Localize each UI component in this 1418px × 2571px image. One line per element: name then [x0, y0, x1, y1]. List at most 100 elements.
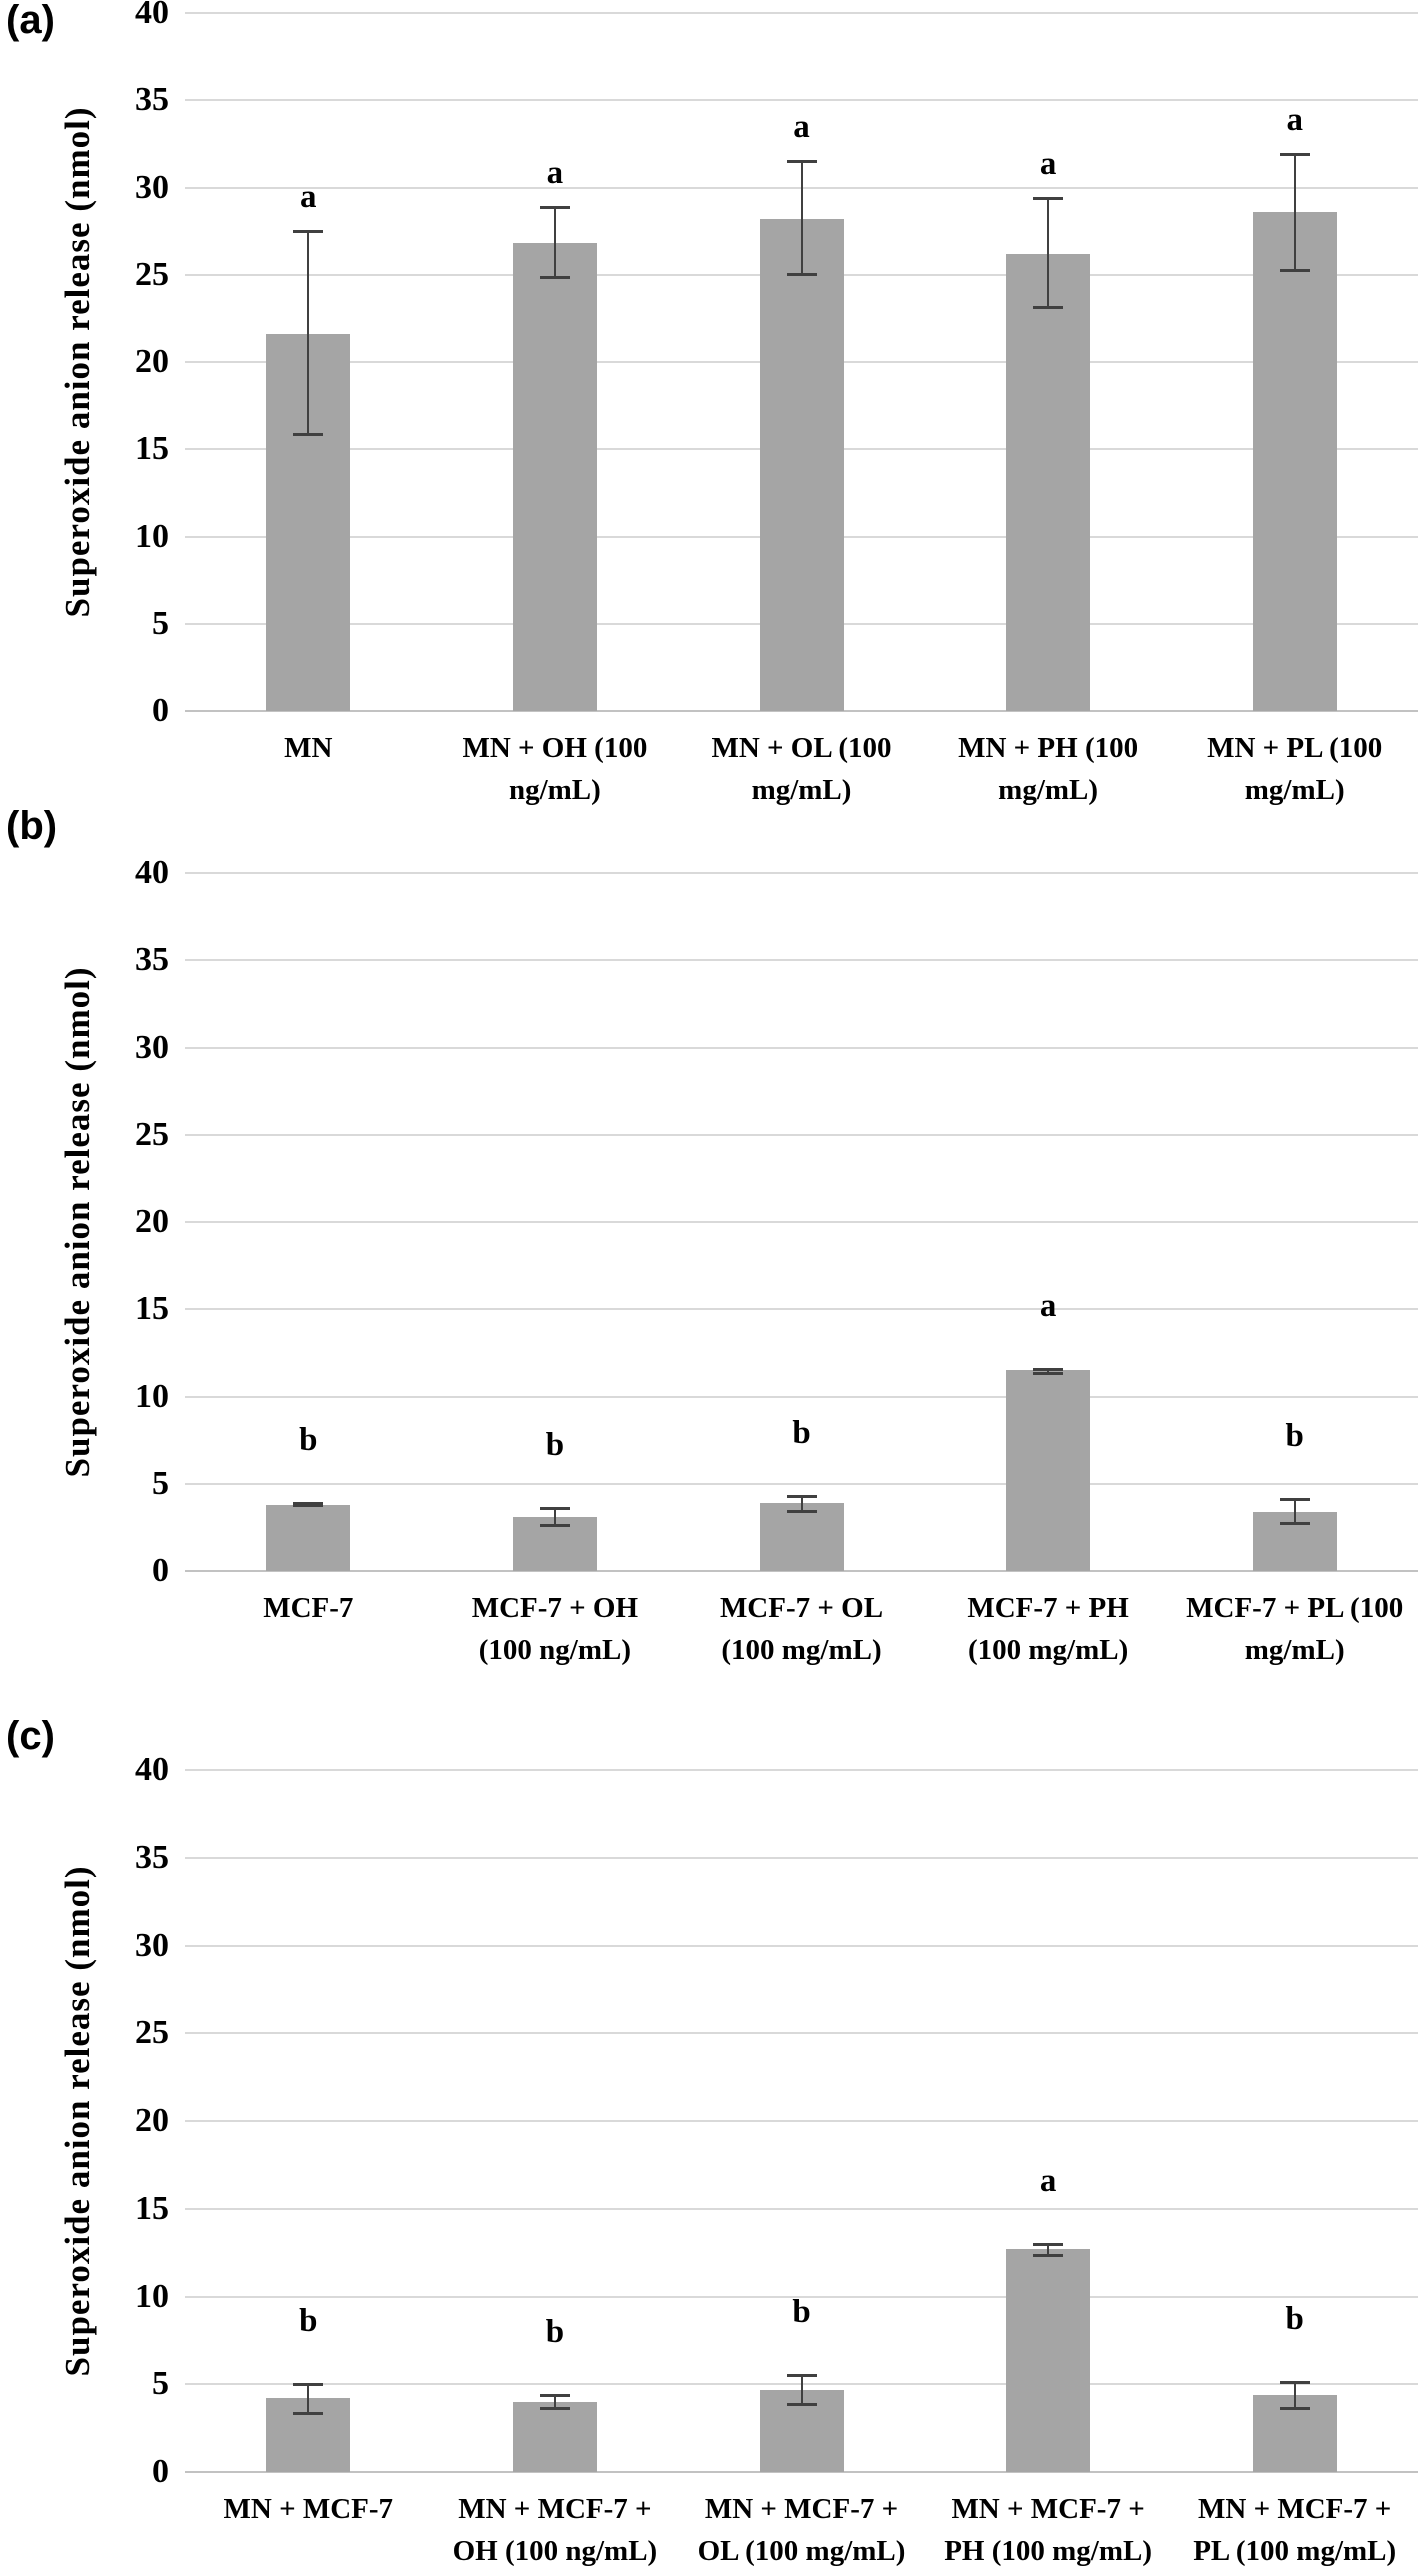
- error-bar-cap-bottom: [1279, 1521, 1310, 1525]
- y-tick-label: 20: [135, 343, 169, 380]
- y-tick-label: 35: [135, 941, 169, 979]
- error-bar-cap-top: [786, 2374, 817, 2378]
- y-tick-label: 15: [135, 1290, 169, 1328]
- panel-label-c: (c): [6, 1714, 55, 1758]
- gridline: [185, 872, 1418, 874]
- error-bar: [800, 161, 803, 275]
- y-tick-label: 0: [152, 2453, 169, 2490]
- y-tick-label: 5: [152, 1464, 169, 1502]
- x-axis-label: MN + OL (100 mg/mL): [711, 732, 892, 807]
- y-tick-label: 10: [135, 1377, 169, 1415]
- error-bar: [553, 1508, 556, 1526]
- error-bar-cap-bottom: [539, 276, 570, 280]
- error-bar-cap-bottom: [539, 2406, 570, 2410]
- bar: [1006, 1370, 1091, 1571]
- gridline: [185, 1395, 1418, 1398]
- gridline: [185, 959, 1418, 962]
- error-bar-cap-top: [539, 2393, 570, 2397]
- y-tick-label: 35: [135, 1838, 169, 1876]
- significance-letter: a: [546, 154, 564, 191]
- plot-area: 0 5 10 15 20 25 30 35 40 a MN a MN + OH (100 ng/mL) a…: [135, 0, 1418, 806]
- bar: [512, 2401, 597, 2472]
- x-axis-line: [185, 1570, 1418, 1572]
- error-bar-cap-bottom: [1279, 269, 1310, 273]
- x-axis-label: MN + MCF-7 + PH (100 mg/mL): [944, 2493, 1152, 2568]
- error-bar: [553, 206, 556, 279]
- error-bar-cap-top: [539, 205, 570, 209]
- error-bar-cap-top: [293, 230, 324, 234]
- bar: [759, 1502, 844, 1571]
- gridline: [185, 99, 1418, 102]
- gridline: [185, 1944, 1418, 1947]
- x-axis-label: MN + OH (100 ng/mL): [462, 732, 648, 807]
- gridline: [185, 2295, 1418, 2298]
- significance-letter: a: [300, 179, 317, 216]
- gridline: [185, 12, 1418, 14]
- error-bar-cap-bottom: [1033, 1371, 1064, 1375]
- plot-area: 0 5 10 15 20 25 30 35 40 b MN + MCF-7 b MN + MCF-7 +…: [135, 1753, 1418, 2567]
- x-axis-label: MN: [284, 732, 333, 764]
- y-tick-label: 40: [135, 0, 169, 31]
- panel-label-a: (a): [6, 0, 55, 42]
- plot-area: 0 5 10 15 20 25 30 35 40 b MCF-7 b MCF-7 + OH (100 n…: [135, 856, 1418, 1666]
- significance-letter: b: [299, 2303, 318, 2340]
- significance-letter: b: [299, 1421, 318, 1458]
- x-axis-line: [185, 2471, 1418, 2473]
- gridline: [185, 1133, 1418, 1136]
- error-bar-cap-top: [1033, 2242, 1064, 2246]
- panel-label-b: (b): [6, 804, 58, 848]
- gridline: [185, 1046, 1418, 1049]
- error-bar: [800, 2375, 803, 2406]
- y-tick-label: 40: [135, 854, 169, 891]
- error-bar-cap-bottom: [1033, 2254, 1064, 2258]
- error-bar-cap-bottom: [1033, 305, 1064, 309]
- y-tick-label: 40: [135, 1751, 169, 1788]
- error-bar: [1047, 1368, 1050, 1374]
- error-bar-cap-top: [786, 1494, 817, 1498]
- gridline: [185, 1856, 1418, 1859]
- error-bar-cap-bottom: [786, 2403, 817, 2407]
- x-axis-label: MCF-7 + OL (100 mg/mL): [719, 1592, 884, 1667]
- significance-letter: a: [1039, 1287, 1057, 1324]
- bar: [759, 218, 844, 711]
- error-bar-cap-top: [293, 2383, 324, 2387]
- error-bar-cap-top: [293, 1501, 324, 1505]
- bar: [266, 1504, 351, 1571]
- error-bar: [1293, 1499, 1296, 1524]
- significance-letter: b: [545, 2313, 565, 2350]
- gridline: [185, 2120, 1418, 2122]
- gridline: [185, 2032, 1418, 2035]
- x-axis-label: MCF-7 + PL (100 mg/mL): [1186, 1592, 1404, 1667]
- error-bar: [1047, 197, 1050, 308]
- bar: [1006, 253, 1091, 711]
- error-bar: [1293, 154, 1296, 272]
- error-bar: [307, 231, 310, 436]
- y-tick-label: 0: [152, 692, 169, 729]
- error-bar-cap-top: [786, 160, 817, 164]
- gridline: [185, 2207, 1418, 2210]
- error-bar: [307, 2384, 310, 2415]
- x-axis-label: MN + PL (100 mg/mL): [1207, 732, 1383, 807]
- x-axis-label: MCF-7: [263, 1592, 354, 1624]
- error-bar: [1293, 2382, 1296, 2409]
- error-bar-cap-top: [539, 1507, 570, 1511]
- y-tick-label: 20: [135, 1203, 169, 1240]
- y-tick-label: 20: [135, 2102, 169, 2139]
- y-tick-label: 5: [152, 604, 169, 642]
- error-bar-cap-top: [1033, 196, 1064, 200]
- x-axis-label: MCF-7 + PH (100 mg/mL): [967, 1592, 1129, 1667]
- significance-letter: a: [1286, 102, 1303, 139]
- y-tick-label: 25: [135, 255, 169, 293]
- error-bar: [1047, 2243, 1050, 2257]
- significance-letter: b: [1285, 2301, 1304, 2338]
- x-axis-line: [185, 710, 1418, 712]
- x-axis-label: MN + MCF-7 + PL (100 mg/mL): [1193, 2493, 1397, 2568]
- error-bar-cap-bottom: [293, 2412, 324, 2416]
- bar: [1006, 2249, 1091, 2472]
- y-tick-label: 15: [135, 430, 169, 468]
- y-tick-label: 10: [135, 517, 169, 555]
- error-bar: [800, 1495, 803, 1512]
- error-bar-cap-top: [1033, 1367, 1064, 1371]
- gridline: [185, 1221, 1418, 1223]
- error-bar-cap-bottom: [786, 272, 817, 276]
